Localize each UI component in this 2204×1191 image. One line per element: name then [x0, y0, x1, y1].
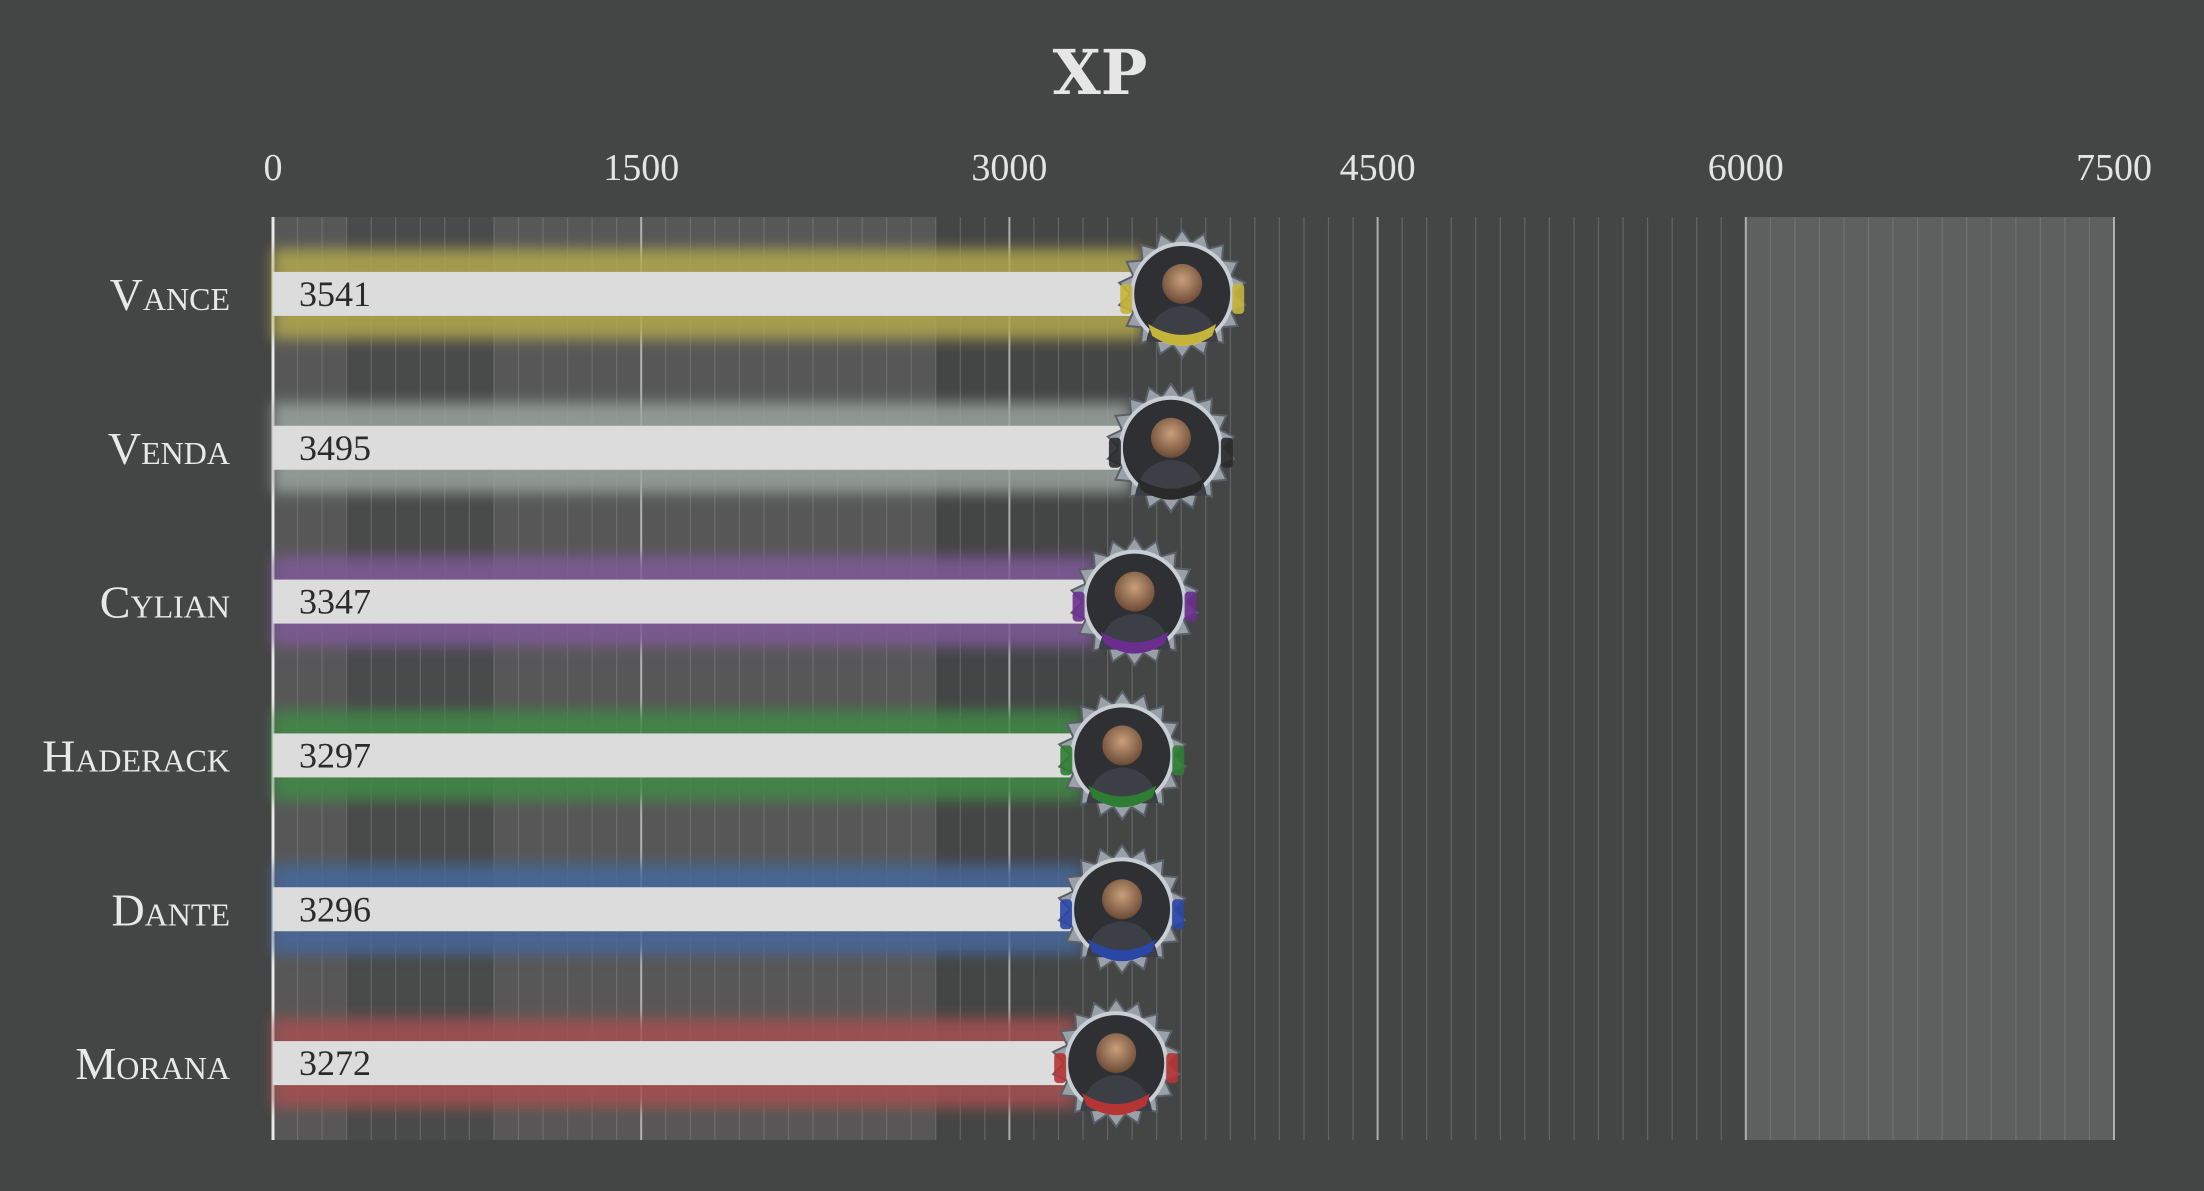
badge-tassel-right: [1166, 1053, 1179, 1084]
x-axis-tick-labels: 0 1500 3000 4500 6000 7500: [264, 147, 2153, 189]
badge-tassel-right: [1220, 437, 1233, 468]
bar: [273, 733, 1083, 778]
x-tick-label: 1500: [603, 147, 679, 189]
portrait-scarf: [1082, 1093, 1151, 1116]
bar-value-label: 3541: [299, 274, 371, 314]
category-label: Haderack: [42, 730, 230, 781]
background-band: [493, 217, 936, 1140]
badge-tassel-left: [1108, 437, 1121, 468]
category-label: Venda: [108, 423, 230, 474]
character-portrait-icon: [1069, 535, 1200, 668]
character-portrait-icon: [1051, 997, 1181, 1129]
bar: [273, 579, 1095, 624]
x-tick-label: 0: [264, 147, 283, 189]
background-bands: [273, 217, 2114, 1140]
character-portrait-icon: [1106, 382, 1236, 514]
badge-tassel-right: [1172, 745, 1185, 776]
category-label: Dante: [111, 884, 230, 935]
background-band: [1745, 217, 2114, 1140]
badge-tassel-left: [1072, 591, 1085, 622]
character-portrait-icon: [1057, 843, 1187, 975]
x-tick-label: 6000: [1708, 147, 1784, 189]
bar-row-dante: 3296 Dante: [111, 843, 1187, 975]
portrait-head: [1096, 1033, 1137, 1074]
bars: 3541 Vance 3495 Venda 3347 Cylian 3297 Haderack…: [42, 228, 1247, 1129]
chart-title: XP: [1053, 36, 1148, 109]
bar: [273, 1041, 1077, 1086]
portrait-head: [1114, 571, 1155, 612]
bar-row-venda: 3495 Venda: [108, 382, 1236, 514]
background-band: [273, 217, 347, 1140]
badge-tassel-right: [1184, 591, 1197, 622]
bar-value-label: 3347: [299, 582, 371, 622]
portrait-head: [1102, 725, 1143, 766]
portrait-scarf: [1088, 785, 1157, 808]
badge-tassel-left: [1120, 283, 1133, 314]
bar: [273, 271, 1143, 316]
bar-value-label: 3272: [299, 1043, 371, 1083]
bar-row-morana: 3272 Morana: [75, 997, 1181, 1129]
portrait-scarf: [1100, 631, 1169, 654]
x-tick-label: 4500: [1340, 147, 1416, 189]
badge-tassel-right: [1232, 283, 1245, 314]
category-label: Morana: [75, 1038, 230, 1089]
character-portrait-icon: [1057, 689, 1188, 822]
bar-value-label: 3495: [299, 428, 371, 468]
bar: [273, 425, 1131, 470]
bar-value-label: 3296: [299, 889, 371, 929]
portrait-scarf: [1088, 939, 1157, 962]
bar-row-cylian: 3347 Cylian: [100, 535, 1200, 668]
portrait-head: [1150, 417, 1191, 458]
portrait-scarf: [1148, 323, 1217, 346]
character-portrait-icon: [1117, 228, 1247, 360]
gridlines: [271, 217, 2115, 1140]
portrait-head: [1102, 879, 1143, 920]
portrait-scarf: [1136, 477, 1205, 500]
badge-tassel-right: [1172, 899, 1185, 930]
portrait-head: [1162, 263, 1203, 304]
bar-row-haderack: 3297 Haderack: [42, 689, 1188, 822]
bar: [273, 887, 1083, 932]
badge-tassel-left: [1060, 899, 1073, 930]
bar-row-vance: 3541 Vance: [110, 228, 1247, 360]
bar-value-label: 3297: [299, 735, 371, 775]
badge-tassel-left: [1054, 1053, 1067, 1084]
category-label: Vance: [110, 269, 230, 320]
x-tick-label: 7500: [2076, 147, 2152, 189]
badge-tassel-left: [1060, 745, 1073, 776]
category-label: Cylian: [100, 577, 230, 628]
x-tick-label: 3000: [971, 147, 1047, 189]
